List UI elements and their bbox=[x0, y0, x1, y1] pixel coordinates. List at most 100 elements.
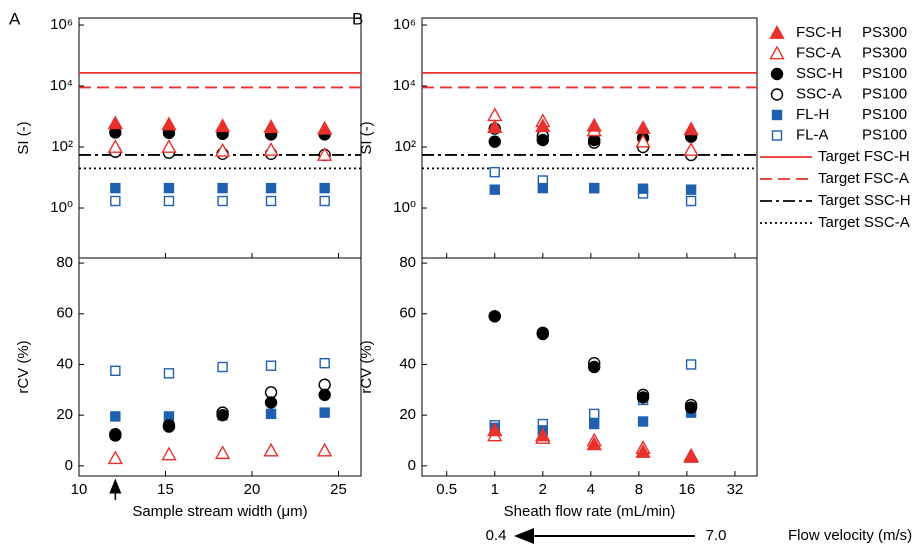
marker-square bbox=[319, 407, 330, 418]
x-tick-label: 16 bbox=[679, 481, 696, 498]
marker-square bbox=[217, 195, 228, 207]
y-tick-label: 0 bbox=[65, 457, 73, 474]
y-tick-label: 10⁰ bbox=[50, 199, 73, 216]
marker-square bbox=[637, 183, 649, 194]
y-tick-label: 60 bbox=[399, 305, 416, 322]
marker-triangle bbox=[214, 118, 231, 133]
x-tick-label: 15 bbox=[157, 481, 174, 498]
x-axis-label: Sample stream width (μm) bbox=[132, 503, 307, 520]
marker-square bbox=[265, 182, 277, 194]
marker-triangle bbox=[635, 443, 651, 458]
marker-circle bbox=[264, 396, 278, 409]
y-tick-label: 10² bbox=[51, 138, 73, 155]
y-tick-label: 10⁶ bbox=[50, 16, 73, 33]
marker-triangle bbox=[683, 142, 699, 156]
y-tick-label: 10⁴ bbox=[393, 77, 416, 94]
x-axis-label: Sheath flow rate (mL/min) bbox=[504, 503, 676, 520]
legend-label: SSC-H bbox=[796, 65, 843, 82]
marker-square bbox=[110, 182, 121, 194]
plot-frame bbox=[421, 257, 758, 477]
x-tick-label: 0.5 bbox=[436, 481, 457, 498]
marker-triangle bbox=[635, 133, 651, 148]
x-tick-label: 2 bbox=[539, 481, 547, 498]
marker-circle bbox=[318, 388, 331, 402]
marker-square bbox=[110, 365, 121, 377]
legend-particle: PS300 bbox=[862, 24, 907, 41]
marker-square bbox=[589, 408, 600, 420]
legend-label: Target SSC-A bbox=[818, 214, 910, 231]
legend-particle: PS100 bbox=[862, 85, 907, 102]
y-axis-label: rCV (%) bbox=[358, 340, 375, 393]
marker-triangle bbox=[535, 118, 551, 133]
y-tick-label: 40 bbox=[399, 355, 416, 372]
marker-circle bbox=[488, 135, 501, 148]
marker-triangle bbox=[635, 120, 651, 134]
legend-particle: PS100 bbox=[862, 106, 907, 123]
marker-square bbox=[537, 182, 548, 194]
marker-triangle bbox=[487, 422, 503, 437]
x-tick-label: 25 bbox=[330, 481, 347, 498]
marker-square bbox=[217, 182, 228, 194]
marker-square bbox=[265, 195, 277, 207]
x-tick-label: 8 bbox=[635, 481, 643, 498]
marker-square bbox=[163, 368, 175, 379]
marker-triangle bbox=[263, 142, 279, 156]
marker-circle bbox=[536, 133, 549, 147]
marker-square bbox=[110, 411, 121, 422]
y-tick-label: 10⁴ bbox=[50, 77, 73, 94]
velocity-left: 0.4 bbox=[486, 527, 507, 544]
marker-square bbox=[319, 182, 330, 194]
marker-circle bbox=[264, 386, 278, 399]
y-tick-label: 20 bbox=[56, 406, 73, 423]
marker-triangle bbox=[107, 139, 124, 153]
marker-triangle bbox=[316, 120, 333, 135]
marker-square bbox=[163, 182, 175, 194]
marker-square bbox=[685, 184, 697, 195]
marker-square bbox=[589, 418, 600, 430]
velocity-label: Flow velocity (m/s) bbox=[788, 527, 912, 544]
marker-circle bbox=[162, 420, 176, 433]
marker-triangle bbox=[769, 25, 785, 39]
marker-triangle bbox=[214, 445, 231, 460]
marker-square bbox=[685, 359, 697, 370]
marker-circle bbox=[770, 67, 784, 81]
marker-square bbox=[637, 416, 649, 427]
marker-square bbox=[163, 195, 175, 207]
marker-square bbox=[319, 357, 330, 369]
legend-label: Target FSC-A bbox=[818, 170, 909, 187]
marker-triangle bbox=[214, 142, 231, 157]
y-tick-label: 10² bbox=[394, 138, 416, 155]
plot-frame bbox=[78, 257, 362, 477]
legend-label: Target FSC-H bbox=[818, 148, 910, 165]
marker-triangle bbox=[487, 107, 503, 122]
y-tick-label: 80 bbox=[399, 254, 416, 271]
marker-circle bbox=[588, 360, 601, 374]
x-tick-label: 4 bbox=[587, 481, 595, 498]
marker-square bbox=[771, 130, 783, 141]
marker-triangle bbox=[586, 117, 602, 132]
marker-circle bbox=[318, 378, 331, 391]
y-tick-label: 80 bbox=[56, 254, 73, 271]
panel-label: A bbox=[9, 9, 21, 28]
y-tick-label: 40 bbox=[56, 355, 73, 372]
legend-particle: PS100 bbox=[862, 65, 907, 82]
legend-label: FSC-H bbox=[796, 24, 842, 41]
marker-circle bbox=[488, 310, 501, 323]
legend-particle: PS100 bbox=[862, 126, 907, 143]
marker-square bbox=[265, 360, 277, 371]
marker-triangle bbox=[769, 45, 785, 60]
legend-label: FL-H bbox=[796, 106, 829, 123]
marker-triangle bbox=[263, 442, 279, 457]
marker-square bbox=[685, 195, 697, 207]
marker-circle bbox=[109, 429, 122, 442]
marker-triangle bbox=[487, 119, 503, 134]
marker-square bbox=[589, 182, 600, 194]
marker-triangle bbox=[535, 427, 551, 442]
marker-square bbox=[489, 184, 500, 195]
marker-triangle bbox=[161, 446, 177, 461]
marker-triangle bbox=[263, 119, 279, 134]
marker-square bbox=[771, 109, 783, 121]
marker-circle bbox=[770, 88, 784, 101]
y-tick-label: 0 bbox=[408, 457, 416, 474]
marker-circle bbox=[536, 327, 549, 341]
